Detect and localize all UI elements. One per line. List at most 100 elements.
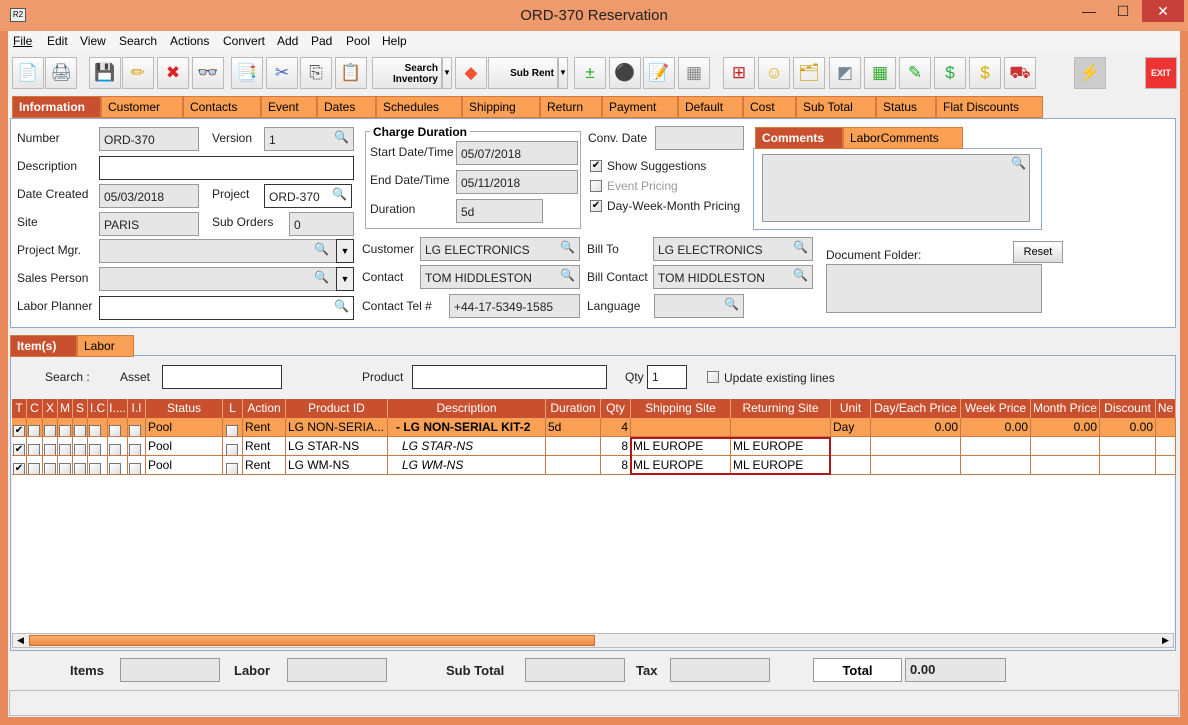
bill-contact-field[interactable]: TOM HIDDLESTON <box>653 265 813 289</box>
column-header-description[interactable]: Description <box>388 399 546 418</box>
cell-duration[interactable] <box>546 437 601 456</box>
row-check-cell[interactable] <box>73 437 88 456</box>
row-check-cell[interactable] <box>88 456 108 475</box>
update-existing-checkbox[interactable] <box>707 371 719 383</box>
row-check-cell[interactable]: ✔ <box>12 437 27 456</box>
column-header-product-id[interactable]: Product ID <box>286 399 388 418</box>
cell-action[interactable]: Rent <box>243 437 286 456</box>
row-check-cell[interactable] <box>108 418 128 437</box>
lookup-icon[interactable]: 🔍 <box>793 240 808 254</box>
column-header-action[interactable]: Action <box>243 399 286 418</box>
row-check-cell[interactable] <box>43 418 58 437</box>
binoculars-icon[interactable]: 👓 <box>192 57 224 89</box>
tab-schedules[interactable]: Schedules <box>376 96 462 118</box>
cell-unit[interactable]: Day <box>831 418 871 437</box>
l-checkbox[interactable] <box>226 443 238 455</box>
column-header-qty[interactable]: Qty <box>601 399 631 418</box>
cell-qty[interactable]: 8 <box>601 437 631 456</box>
tab-labor-comments[interactable]: LaborComments <box>843 127 963 149</box>
add-remove-icon[interactable]: ± <box>574 57 606 89</box>
number-field[interactable]: ORD-370 <box>99 127 199 151</box>
version-field[interactable]: 1 <box>264 127 354 151</box>
tab-shipping[interactable]: Shipping <box>462 96 540 118</box>
cell-discount[interactable] <box>1100 437 1156 456</box>
cubes-icon[interactable]: ▦ <box>864 57 896 89</box>
menu-help[interactable]: Help <box>382 34 407 48</box>
cell-shipping-site[interactable] <box>631 418 731 437</box>
l-checkbox[interactable] <box>226 462 238 474</box>
cell-qty[interactable]: 8 <box>601 456 631 475</box>
row-check-cell[interactable] <box>73 418 88 437</box>
event-pricing-checkbox[interactable] <box>590 180 602 192</box>
row-checkbox[interactable] <box>59 443 71 455</box>
tab-flat-discounts[interactable]: Flat Discounts <box>936 96 1043 118</box>
tab-default[interactable]: Default <box>678 96 743 118</box>
row-check-cell[interactable] <box>73 456 88 475</box>
show-suggestions-checkbox[interactable]: ✔ <box>590 160 602 172</box>
tab-event[interactable]: Event <box>261 96 317 118</box>
row-checkbox[interactable] <box>129 462 141 474</box>
form-edit-icon[interactable]: ✎ <box>899 57 931 89</box>
scroll-left-icon[interactable]: ◀ <box>17 635 24 645</box>
end-date-field[interactable]: 05/11/2018 <box>456 170 578 194</box>
product-input[interactable] <box>412 365 607 389</box>
column-header-week-price[interactable]: Week Price <box>961 399 1031 418</box>
cell-product-id[interactable]: LG NON-SERIA... <box>286 418 388 437</box>
customer-field[interactable]: LG ELECTRONICS <box>420 237 580 261</box>
row-checkbox[interactable] <box>74 443 86 455</box>
row-check-cell[interactable] <box>58 456 73 475</box>
table-cell-empty[interactable] <box>1156 456 1176 475</box>
row-check-cell[interactable]: ✔ <box>12 418 27 437</box>
scrollbar-thumb[interactable] <box>29 635 595 646</box>
tab-items[interactable]: Item(s) <box>10 335 77 357</box>
lookup-icon[interactable]: 🔍 <box>793 268 808 282</box>
reset-button[interactable]: Reset <box>1013 241 1063 263</box>
column-header-i-i[interactable]: I.I <box>128 399 146 418</box>
dropdown-arrow-icon[interactable]: ▼ <box>336 267 354 291</box>
cell-duration[interactable] <box>546 456 601 475</box>
smiley-icon[interactable]: ☺ <box>758 57 790 89</box>
calendar-icon[interactable]: ▦ <box>678 57 710 89</box>
row-checkbox[interactable] <box>59 424 71 436</box>
row-checkbox[interactable] <box>89 424 101 436</box>
cell-month-price[interactable]: 0.00 <box>1031 418 1100 437</box>
cell-unit[interactable] <box>831 437 871 456</box>
cell-status[interactable]: Pool <box>146 456 223 475</box>
menu-actions[interactable]: Actions <box>170 34 210 48</box>
tab-return[interactable]: Return <box>540 96 602 118</box>
cell-week-price[interactable]: 0.00 <box>961 418 1031 437</box>
lookup-icon[interactable]: 🔍 <box>724 297 739 311</box>
cell-description[interactable]: - LG NON-SERIAL KIT-2 <box>388 418 546 437</box>
lookup-icon[interactable]: 🔍 <box>314 242 329 256</box>
row-checkbox[interactable] <box>109 443 121 455</box>
row-l-cell[interactable] <box>223 456 243 475</box>
contact-tel-field[interactable]: +44-17-5349-1585 <box>449 294 580 318</box>
l-checkbox[interactable] <box>226 424 238 436</box>
cell-description[interactable]: LG STAR-NS <box>388 437 546 456</box>
minimize-button[interactable]: — <box>1082 3 1096 19</box>
menu-pad[interactable]: Pad <box>311 34 333 48</box>
search-inventory-button[interactable]: Search Inventory <box>372 57 442 89</box>
menu-search[interactable]: Search <box>119 34 158 48</box>
asset-input[interactable] <box>162 365 282 389</box>
stamp-icon[interactable]: ◩ <box>829 57 861 89</box>
cell-action[interactable]: Rent <box>243 456 286 475</box>
money-note-icon[interactable]: $ <box>969 57 1001 89</box>
column-header-ne[interactable]: Ne <box>1156 399 1176 418</box>
cell-returning-site[interactable] <box>731 418 831 437</box>
tab-cost[interactable]: Cost <box>743 96 796 118</box>
column-header-day-each-price[interactable]: Day/Each Price <box>871 399 961 418</box>
cell-shipping-site[interactable]: ML EUROPE <box>631 456 731 475</box>
sub-rent-dropdown-icon[interactable]: ▼ <box>558 57 568 89</box>
menu-convert[interactable]: Convert <box>223 34 266 48</box>
row-checkbox[interactable] <box>44 443 56 455</box>
row-check-cell[interactable] <box>43 456 58 475</box>
lookup-icon[interactable]: 🔍 <box>332 187 347 201</box>
balls-icon[interactable]: ⚫ <box>609 57 641 89</box>
cell-status[interactable]: Pool <box>146 418 223 437</box>
row-l-cell[interactable] <box>223 418 243 437</box>
copy-order-icon[interactable]: 📑 <box>231 57 263 89</box>
cell-status[interactable]: Pool <box>146 437 223 456</box>
cell-returning-site[interactable]: ML EUROPE <box>731 437 831 456</box>
truck-icon[interactable]: ⛟ <box>1004 57 1036 89</box>
